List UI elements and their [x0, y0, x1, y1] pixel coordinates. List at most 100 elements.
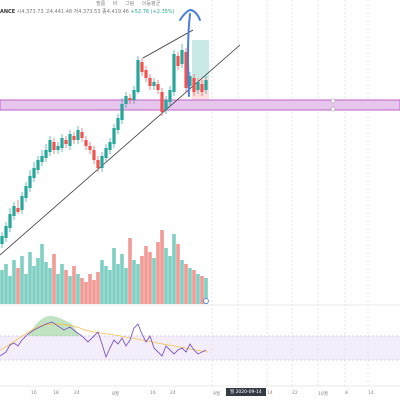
trend-line-lower[interactable] [0, 44, 241, 256]
candle-body [16, 208, 20, 212]
volume-bar [172, 234, 176, 304]
candle-body [108, 142, 112, 150]
ohlc-legend: ANCE 시4,373.73 고4,441.48 저4,373.53 종4,41… [0, 8, 175, 15]
candlestick-series [0, 44, 208, 248]
volume-bar [28, 252, 32, 304]
candle-body [104, 148, 108, 158]
volume-bar [184, 264, 188, 304]
volume-bar [76, 274, 80, 304]
candle-body [152, 82, 156, 86]
candle-body [100, 156, 104, 168]
candle-body [96, 160, 100, 168]
vertical-guides [211, 0, 369, 387]
volume-bar [120, 254, 124, 304]
chart-toolbar: 필름 바 그림 이동평균 [96, 0, 166, 7]
candle-body [36, 160, 40, 170]
volume-bar [0, 270, 4, 304]
candle-body [24, 186, 28, 198]
toolbar-item[interactable]: 필름 [96, 1, 106, 7]
candle-body [144, 70, 148, 78]
candle-body [32, 168, 36, 178]
volume-bar [12, 260, 16, 304]
candle-body [204, 80, 208, 90]
candle-body [68, 134, 72, 146]
candle-body [184, 52, 188, 88]
time-axis-label: 18 [53, 391, 59, 396]
volume-bar [140, 256, 144, 304]
volume-bar [36, 258, 40, 304]
candle-body [28, 176, 32, 188]
candle-body [56, 146, 60, 150]
rsi-line [0, 321, 207, 359]
candle-body [160, 92, 164, 112]
volume-bar [72, 266, 76, 304]
candle-body [12, 206, 16, 216]
volume-bar [48, 268, 52, 304]
support-zone-rectangle[interactable] [0, 99, 400, 111]
candle-body [44, 150, 48, 158]
candle-body [84, 140, 88, 146]
volume-bar [204, 278, 208, 304]
volume-bar [112, 248, 116, 304]
volume-bar [128, 238, 132, 304]
candle-body [128, 98, 132, 100]
candle-body [196, 82, 200, 90]
time-axis-label: 9월 [213, 392, 221, 397]
drawn-arrow-icon[interactable] [179, 8, 201, 97]
volume-bar [24, 274, 28, 304]
time-axis-label: 14 [267, 391, 273, 396]
candle-body [164, 100, 168, 110]
candle-body [124, 96, 128, 104]
candle-body [72, 136, 76, 140]
toolbar-item[interactable]: 바 [112, 1, 118, 7]
volume-bar [80, 278, 84, 304]
time-axis-label: 14 [368, 391, 374, 396]
candle-body [112, 128, 116, 144]
candle-body [136, 60, 140, 92]
ohlc-change: +52.76 (+2.35%) [130, 9, 175, 15]
volume-bar [68, 276, 72, 304]
trend-line-upper[interactable] [142, 29, 194, 59]
time-axis-label: 8 [345, 391, 348, 396]
time-axis-label: 22 [292, 391, 298, 396]
volume-bar [168, 256, 172, 304]
candle-body [88, 146, 92, 150]
candle-body [80, 132, 84, 138]
candle-body [180, 50, 184, 64]
volume-marker-icon[interactable] [203, 298, 209, 304]
toolbar-item[interactable]: 그림 [125, 1, 135, 7]
volume-bar [132, 260, 136, 304]
volume-bar [104, 266, 108, 304]
zone-handle[interactable] [330, 106, 336, 112]
position-target-zone[interactable] [192, 40, 209, 78]
candle-body [76, 130, 80, 140]
volume-bar [88, 274, 92, 304]
volume-bar [92, 280, 96, 304]
zone-handle[interactable] [330, 98, 336, 104]
time-axis-label: 24 [74, 391, 80, 396]
volume-bar [84, 282, 88, 304]
volume-bar [200, 276, 204, 304]
volume-bar [60, 264, 64, 304]
ohlc-values: 시4,373.73 고4,441.48 저4,373.53 종4,419.46 [16, 9, 129, 15]
volume-bar [40, 244, 44, 304]
volume-bar [176, 244, 180, 304]
candle-body [48, 140, 52, 152]
volume-bar [64, 270, 68, 304]
volume-bar [160, 230, 164, 304]
candle-body [156, 84, 160, 90]
volume-bar [144, 246, 148, 304]
toolbar-item[interactable]: 이동평균 [141, 1, 161, 7]
candle-body [148, 78, 152, 86]
candle-body [20, 196, 24, 210]
volume-bar [96, 272, 100, 304]
time-axis[interactable]: 16 18 24 8월 16 24 9월 8 14 22 10월 8 14 [0, 387, 400, 400]
volume-bar [124, 268, 128, 304]
volume-bar [152, 258, 156, 304]
exchange-label: ANCE [0, 9, 16, 15]
candle-body [8, 214, 12, 228]
volume-bar [108, 270, 112, 304]
volume-bar [20, 256, 24, 304]
